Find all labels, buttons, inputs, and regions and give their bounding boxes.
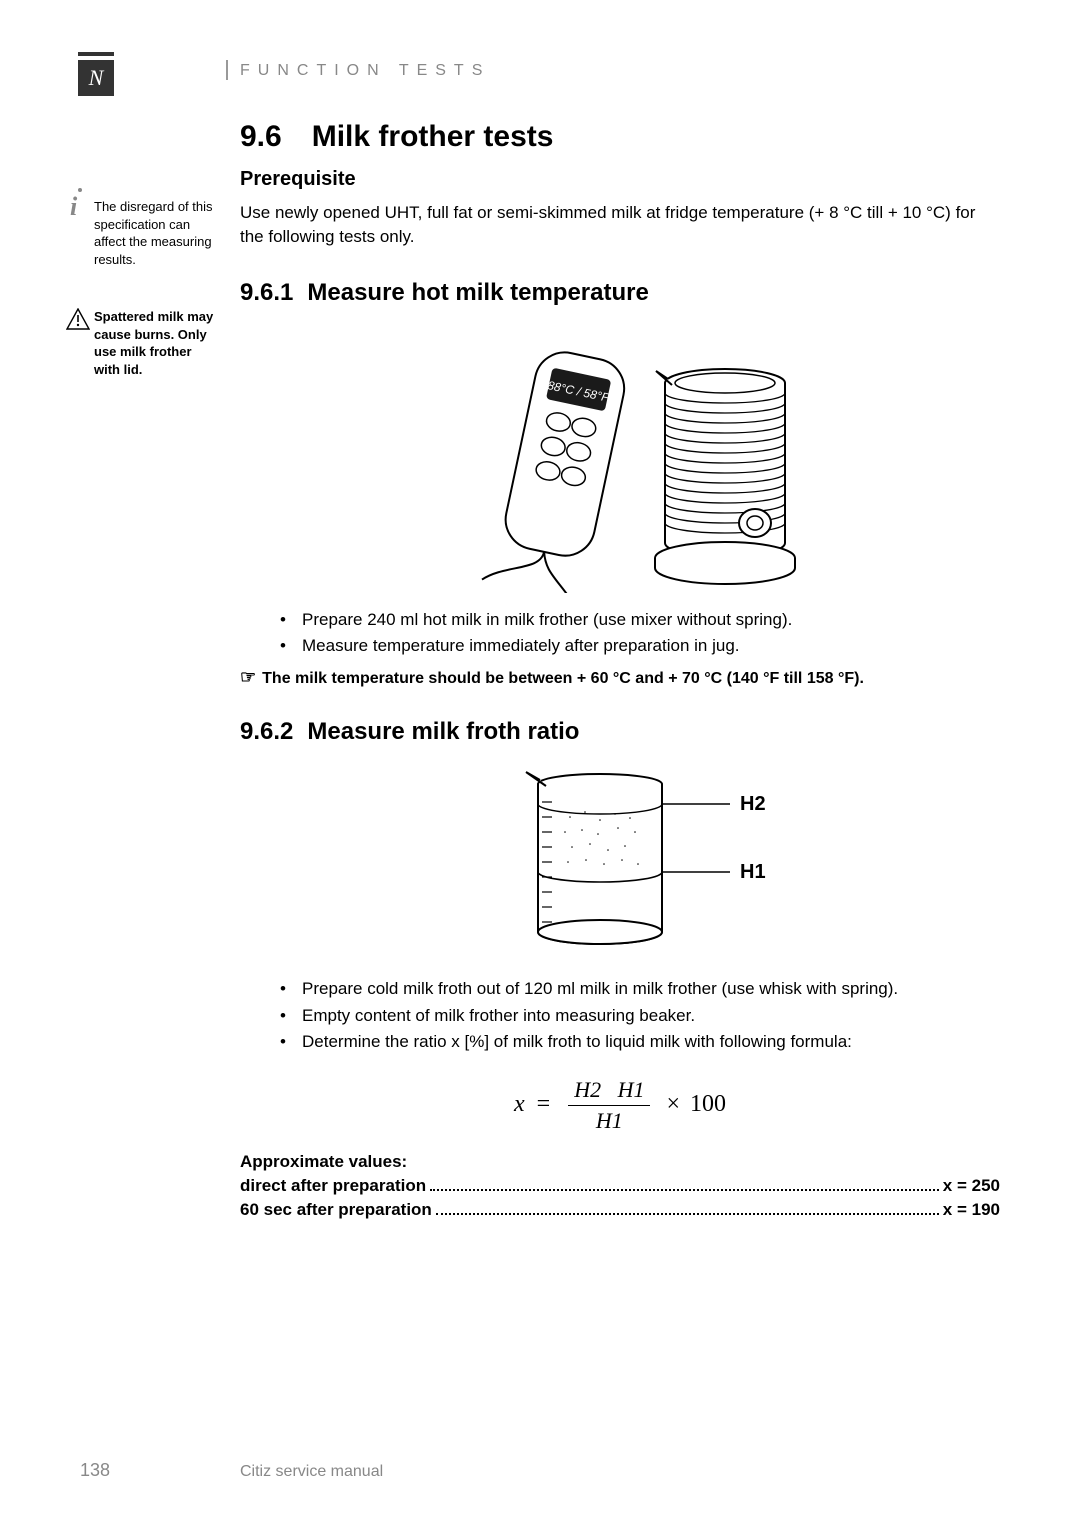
brand-logo-letter: N	[89, 65, 104, 91]
brand-logo: N	[78, 60, 114, 96]
approx-row: 60 sec after preparation x = 190	[240, 1200, 1000, 1220]
figure-thermometer-frother: 88°C / 58°F	[240, 323, 1000, 593]
beaker-label-h2: H2	[740, 793, 766, 815]
chapter-header: FUNCTION TESTS	[240, 62, 490, 80]
approx-row-label: direct after preparation	[240, 1176, 426, 1196]
subsection-2-number: 9.6.2	[240, 718, 293, 746]
list-item: Prepare 240 ml hot milk in milk frother …	[280, 607, 1000, 633]
formula-num-a: H2	[574, 1077, 601, 1102]
prereq-text: Use newly opened UHT, full fat or semi-s…	[240, 201, 1000, 249]
formula-fraction: H2 H1 H1	[568, 1077, 650, 1134]
info-icon-dot	[78, 188, 82, 192]
sub1-pointer-text: The milk temperature should be between +…	[262, 670, 864, 687]
approx-row: direct after preparation x = 250	[240, 1176, 1000, 1196]
pointer-icon: ☞	[240, 667, 256, 688]
formula-eq: =	[537, 1091, 551, 1117]
list-item: Determine the ratio x [%] of milk froth …	[280, 1029, 1000, 1055]
sidebar-notes: i The disregard of this specification ca…	[66, 198, 216, 378]
leader-dots	[436, 1200, 939, 1215]
info-note-text: The disregard of this specification can …	[94, 199, 213, 267]
warning-icon	[66, 308, 90, 335]
subsection-1-title: Measure hot milk temperature	[307, 279, 648, 306]
header-divider	[226, 60, 228, 80]
subsection-1-heading: 9.6.1 Measure hot milk temperature	[240, 279, 1000, 307]
sub1-bullet-list: Prepare 240 ml hot milk in milk frother …	[280, 607, 1000, 660]
subsection-1-number: 9.6.1	[240, 279, 293, 307]
sub1-pointer-line: ☞ The milk temperature should be between …	[240, 667, 1000, 688]
formula-lhs: x	[514, 1091, 525, 1117]
page-number: 138	[80, 1460, 240, 1481]
list-item: Measure temperature immediately after pr…	[280, 633, 1000, 659]
formula-numerator: H2 H1	[568, 1077, 650, 1106]
formula-hundred: 100	[690, 1091, 726, 1117]
warning-note: Spattered milk may cause burns. Only use…	[66, 308, 216, 378]
subsection-2-heading: 9.6.2 Measure milk froth ratio	[240, 718, 1000, 746]
froth-ratio-formula: x = H2 H1 H1 × 100	[240, 1077, 1000, 1134]
info-icon: i	[70, 198, 77, 216]
section-title: Milk frother tests	[312, 120, 554, 153]
subsection-2-title: Measure milk froth ratio	[307, 718, 579, 745]
info-note: i The disregard of this specification ca…	[66, 198, 216, 268]
page-footer: 138 Citiz service manual	[80, 1460, 1000, 1481]
page: N FUNCTION TESTS i The disregard of this…	[0, 0, 1080, 1527]
formula-num-b: H1	[618, 1077, 645, 1102]
approx-row-label: 60 sec after preparation	[240, 1200, 432, 1220]
figure-beaker: H2 H1	[240, 762, 1000, 962]
prereq-heading: Prerequisite	[240, 168, 1000, 191]
list-item: Prepare cold milk froth out of 120 ml mi…	[280, 976, 1000, 1002]
formula-times: ×	[666, 1091, 680, 1117]
approx-row-value: x = 190	[943, 1200, 1000, 1220]
list-item: Empty content of milk frother into measu…	[280, 1003, 1000, 1029]
beaker-label-h1: H1	[740, 861, 766, 883]
footer-doc-title: Citiz service manual	[240, 1463, 383, 1481]
section-number: 9.6	[240, 120, 282, 154]
section-heading: 9.6 Milk frother tests	[240, 120, 1000, 154]
approx-values-heading: Approximate values:	[240, 1152, 1000, 1172]
approx-row-value: x = 250	[943, 1176, 1000, 1196]
leader-dots	[430, 1176, 939, 1191]
warning-note-text: Spattered milk may cause burns. Only use…	[94, 309, 213, 377]
sub2-bullet-list: Prepare cold milk froth out of 120 ml mi…	[280, 976, 1000, 1055]
main-content: 9.6 Milk frother tests Prerequisite Use n…	[240, 120, 1000, 1220]
formula-denominator: H1	[568, 1106, 650, 1134]
